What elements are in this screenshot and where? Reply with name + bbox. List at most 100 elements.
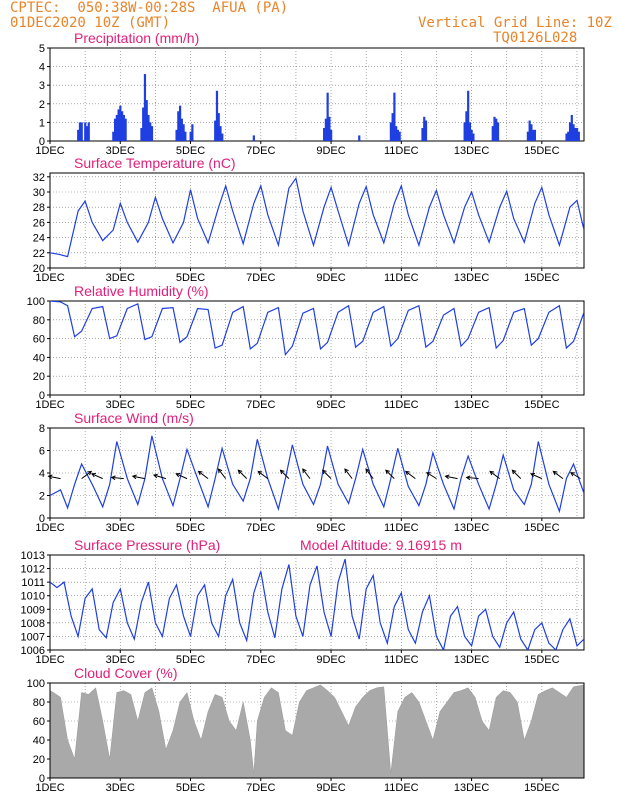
panel-frame xyxy=(49,554,585,651)
wind-arrow-head xyxy=(237,469,243,475)
series-line xyxy=(50,435,584,514)
wind-arrow-head xyxy=(425,472,431,477)
precip-bar xyxy=(467,90,470,141)
wind-arrow-shaft xyxy=(344,468,353,479)
wind-arrow-shaft xyxy=(257,471,269,480)
precip-bar xyxy=(528,120,531,141)
precip-bar xyxy=(180,118,183,141)
x-tick-label: 11DEC xyxy=(384,399,419,411)
precip-bar xyxy=(178,105,182,141)
y-tick-label: 1009 xyxy=(21,604,45,616)
model-altitude-label: Model Altitude: 9.16915 m xyxy=(300,537,462,553)
precip-bar xyxy=(495,118,498,141)
y-tick-label: 1012 xyxy=(21,564,45,576)
wind-arrow xyxy=(511,469,522,479)
y-tick-label: 32 xyxy=(33,172,45,184)
wind-arrow-head xyxy=(217,468,223,474)
precip-bar xyxy=(324,118,327,141)
wind-arrow-head xyxy=(511,469,517,475)
wind-arrow-head xyxy=(404,470,410,476)
x-tick-label: 13DEC xyxy=(454,399,490,411)
x-tick-label: 7DEC xyxy=(246,399,275,411)
wind-arrow-head xyxy=(321,469,327,475)
x-tick-label: 7DEC xyxy=(246,782,275,794)
wind-arrow xyxy=(530,472,543,480)
wind-arrow-shaft xyxy=(218,468,227,479)
precip-bar xyxy=(119,105,122,141)
series-line xyxy=(50,301,584,357)
wind-arrow-shaft xyxy=(198,471,209,480)
wind-arrow-head xyxy=(465,475,471,481)
header-grid-note: Vertical Grid Line: 10Z xyxy=(418,15,612,31)
precip-bar xyxy=(217,113,220,141)
precip-bar xyxy=(423,116,426,141)
wind-arrow-head xyxy=(302,468,307,474)
precip-bar xyxy=(572,124,575,141)
precip-bar xyxy=(330,129,333,141)
wind-arrow-head xyxy=(279,469,285,475)
precip-bar xyxy=(358,135,361,141)
x-tick-label: 1DEC xyxy=(35,782,64,794)
panel-2: 20 22 24 26 28 30 32 1DEC 3DEC 5DEC 7DEC 9DEC 11DEC 1… xyxy=(33,155,585,284)
wind-arrow xyxy=(385,469,395,479)
x-tick-label: 3DEC xyxy=(106,399,135,411)
wind-arrow xyxy=(344,468,353,479)
x-tick-label: 13DEC xyxy=(454,654,490,666)
x-tick-label: 11DEC xyxy=(384,522,419,534)
precip-bar xyxy=(142,107,145,141)
x-tick-label: 15DEC xyxy=(524,399,560,411)
x-tick-label: 9DEC xyxy=(316,399,345,411)
wind-arrow-shaft xyxy=(153,474,167,480)
precip-bar xyxy=(149,122,152,141)
x-tick-label: 7DEC xyxy=(246,272,275,284)
wind-arrow-head xyxy=(385,469,390,475)
x-tick-label: 13DEC xyxy=(454,522,490,534)
x-tick-label: 11DEC xyxy=(384,654,419,666)
wind-arrow xyxy=(81,470,93,480)
precip-bar xyxy=(115,114,118,141)
wind-arrow xyxy=(570,472,581,480)
y-tick-label: 26 xyxy=(33,217,45,229)
y-tick-label: 0 xyxy=(39,773,45,785)
precip-bar xyxy=(78,122,82,141)
wind-arrow xyxy=(110,475,124,481)
x-tick-label: 7DEC xyxy=(246,654,275,666)
wind-arrow xyxy=(489,470,500,480)
x-tick-label: 7DEC xyxy=(246,145,275,157)
y-tick-label: 30 xyxy=(33,187,45,199)
wind-arrow-head xyxy=(344,468,349,474)
panel-title: Relative Humidity (%) xyxy=(74,283,209,299)
panel-title: Surface Pressure (hPa) xyxy=(74,537,220,553)
precip-bar xyxy=(184,131,187,141)
precip-bar xyxy=(574,127,577,141)
precip-bar xyxy=(113,118,117,141)
y-tick-label: 6 xyxy=(39,446,45,458)
precip-bar xyxy=(575,127,579,141)
y-tick-label: 4 xyxy=(39,62,45,74)
wind-arrow xyxy=(302,468,311,479)
y-tick-label: 80 xyxy=(33,315,45,327)
wind-arrow-head xyxy=(530,472,536,478)
precip-bar xyxy=(87,122,90,141)
panel-4: 0 2 4 6 8 1DEC 3DEC 5DEC 7DEC 9DEC 11DEC 13DEC 15DEC… xyxy=(35,410,585,534)
precip-bar xyxy=(496,122,500,141)
precip-bar xyxy=(124,118,127,141)
x-tick-label: 7DEC xyxy=(246,522,275,534)
wind-arrow-head xyxy=(131,474,137,480)
x-tick-label: 3DEC xyxy=(106,522,135,534)
y-tick-label: 4 xyxy=(39,468,45,480)
precip-bar xyxy=(567,131,570,141)
wind-arrow-shaft xyxy=(176,473,188,480)
x-tick-label: 9DEC xyxy=(316,654,345,666)
y-tick-label: 40 xyxy=(33,352,45,364)
precip-bar xyxy=(424,120,428,141)
y-tick-label: 28 xyxy=(33,202,45,214)
y-tick-label: 1008 xyxy=(21,618,45,630)
y-tick-label: 100 xyxy=(27,678,45,690)
wind-arrow xyxy=(217,468,227,479)
wind-arrow-head xyxy=(152,473,158,479)
precip-bar xyxy=(463,122,466,141)
y-tick-label: 40 xyxy=(33,735,45,747)
wind-arrow-shaft xyxy=(570,472,581,480)
wind-arrow-shaft xyxy=(280,469,290,479)
